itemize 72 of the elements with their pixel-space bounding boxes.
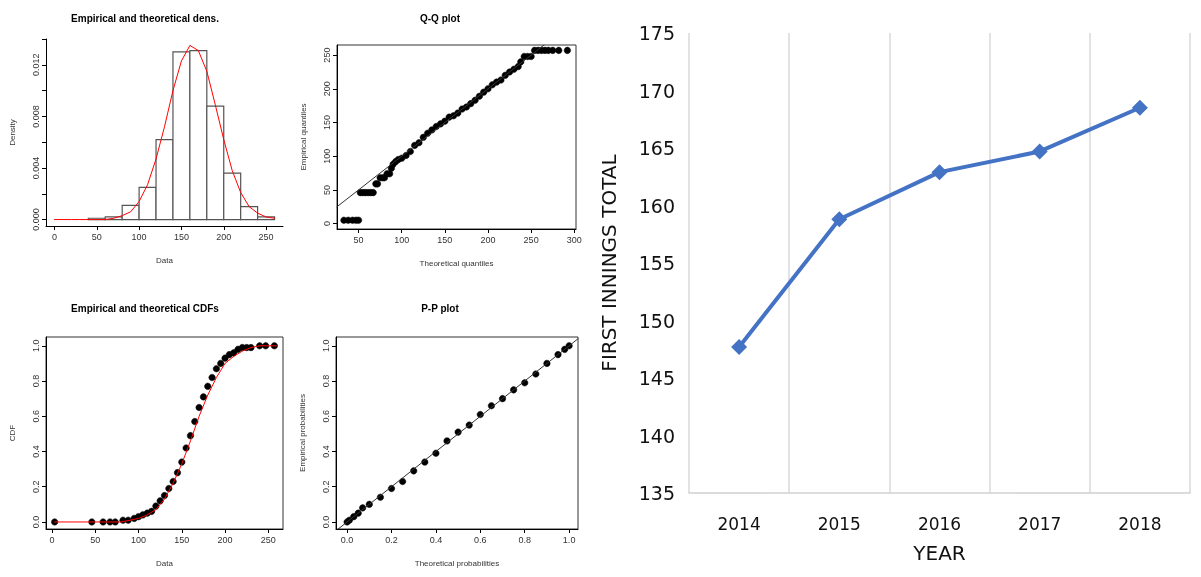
x-tick-label: 0.6 <box>474 534 487 545</box>
x-tick-label: 0.8 <box>518 534 531 545</box>
y-tick-label: 1.0 <box>320 339 331 353</box>
x-axis-title: Theoretical quantiles <box>419 258 494 268</box>
x-tick-label: 100 <box>131 534 147 545</box>
y-tick-label: 140 <box>638 424 675 447</box>
x-tick-label: 150 <box>174 534 190 545</box>
x-tick-label: 0 <box>51 231 57 242</box>
y-tick-label: 0.4 <box>30 445 41 458</box>
y-tick-label: 145 <box>638 367 675 389</box>
x-tick-label: 150 <box>437 234 453 245</box>
chart-title: P-P plot <box>421 302 460 314</box>
y-axis-title: Density <box>7 119 17 146</box>
x-tick-label: 100 <box>131 231 147 242</box>
x-tick-label: 2017 <box>1018 513 1062 534</box>
chart-title: Empirical and theoretical CDFs <box>71 302 220 314</box>
x-tick-label: 2016 <box>917 513 962 534</box>
x-tick-label: 100 <box>394 234 410 245</box>
y-tick-label: 0.2 <box>320 480 331 493</box>
x-axis-title: Data <box>156 558 174 568</box>
y-tick-label: 175 <box>638 22 675 44</box>
x-axis-title: Theoretical probabilities <box>414 558 500 568</box>
y-tick-label: 135 <box>638 482 675 504</box>
x-tick-label: 2014 <box>717 513 761 534</box>
y-axis-title: CDF <box>7 424 17 442</box>
y-axis-title: Empirical probabilities <box>297 394 307 472</box>
y-tick-label: 0.004 <box>30 156 41 180</box>
y-tick-label: 150 <box>321 114 332 131</box>
chart-title: Empirical and theoretical dens. <box>71 12 220 24</box>
x-tick-label: 250 <box>258 231 274 242</box>
y-tick-label: 0.6 <box>320 410 331 423</box>
y-tick-label: 1.0 <box>30 339 41 353</box>
x-tick-label: 0.4 <box>429 534 443 545</box>
x-tick-label: 150 <box>173 231 189 242</box>
x-tick-label: 200 <box>217 534 233 545</box>
x-axis-title: YEAR <box>912 541 966 565</box>
x-axis-title: Data <box>156 255 174 265</box>
y-tick-label: 0.012 <box>30 53 41 77</box>
y-tick-label: 0.4 <box>320 445 331 458</box>
x-tick-label: 250 <box>523 234 539 245</box>
y-tick-label: 0 <box>321 221 332 227</box>
y-tick-label: 150 <box>638 309 675 332</box>
y-tick-label: 155 <box>638 252 675 274</box>
x-tick-label: 250 <box>260 534 276 545</box>
x-tick-label: 50 <box>90 534 101 545</box>
y-tick-label: 0.008 <box>30 105 41 128</box>
y-tick-label: 250 <box>321 47 332 63</box>
x-tick-label: 50 <box>353 234 364 245</box>
y-tick-label: 165 <box>638 137 675 159</box>
x-tick-label: 300 <box>566 234 582 245</box>
y-tick-label: 160 <box>638 194 675 217</box>
x-tick-label: 50 <box>91 231 102 242</box>
y-tick-label: 200 <box>321 81 332 97</box>
x-tick-label: 0 <box>49 534 55 545</box>
y-axis-title: Empirical quantiles <box>298 103 308 171</box>
chart-title: Q-Q plot <box>420 12 461 24</box>
y-tick-label: 0.2 <box>30 480 41 493</box>
x-tick-label: 1.0 <box>562 534 576 545</box>
y-tick-label: 0.000 <box>30 208 41 231</box>
x-tick-label: 200 <box>480 234 496 245</box>
y-tick-label: 170 <box>638 79 675 102</box>
y-tick-label: 0.6 <box>30 410 41 423</box>
y-axis-title: FIRST INNINGS TOTAL <box>597 153 621 372</box>
y-tick-label: 50 <box>321 184 332 195</box>
y-tick-label: 0.8 <box>30 374 41 388</box>
x-tick-label: 2018 <box>1118 513 1162 534</box>
x-tick-label: 200 <box>216 231 232 242</box>
y-tick-label: 100 <box>321 148 332 164</box>
x-tick-label: 0.0 <box>340 534 354 545</box>
x-tick-label: 0.2 <box>385 534 398 545</box>
x-tick-label: 2015 <box>817 513 861 534</box>
y-tick-label: 0.8 <box>320 374 331 388</box>
